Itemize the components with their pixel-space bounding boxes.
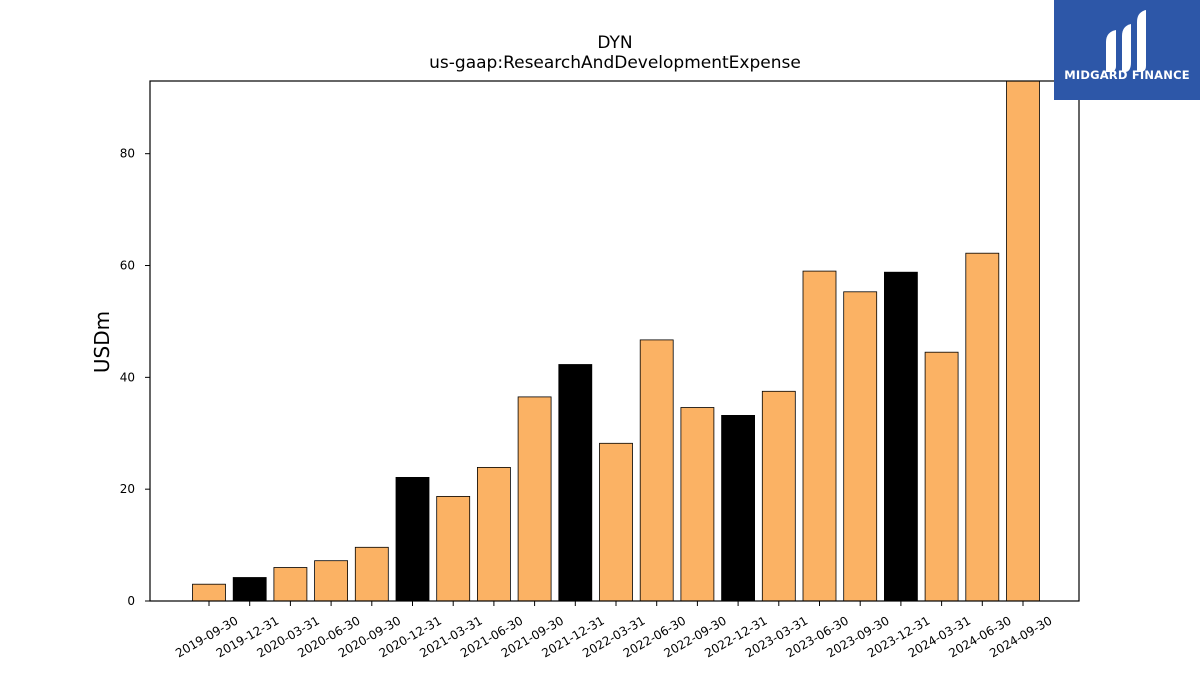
bar xyxy=(639,339,674,602)
bar xyxy=(476,466,511,602)
bar xyxy=(517,396,552,602)
midgard-finance-logo: MIDGARD FINANCE xyxy=(1054,0,1200,100)
bar xyxy=(1006,80,1040,602)
plot-frame xyxy=(149,80,1080,602)
bar xyxy=(436,495,471,602)
bar xyxy=(192,583,226,602)
bar xyxy=(273,567,308,602)
bar xyxy=(354,546,389,602)
bar xyxy=(680,407,715,602)
bar xyxy=(761,390,796,602)
y-tick-label: 0 xyxy=(127,594,135,608)
bar xyxy=(721,414,755,602)
y-tick-label: 60 xyxy=(120,259,135,273)
bar xyxy=(965,252,1000,602)
bar xyxy=(599,442,633,602)
chart-title: DYN xyxy=(597,33,632,53)
logo-text: MIDGARD FINANCE xyxy=(1064,68,1190,82)
bar xyxy=(314,560,349,602)
y-tick-label: 40 xyxy=(120,370,135,384)
logo-mark-icon xyxy=(1106,10,1146,72)
bar xyxy=(802,270,837,602)
y-tick-label: 80 xyxy=(120,147,135,161)
y-axis-label: USDm xyxy=(90,311,114,373)
bar xyxy=(924,351,959,602)
bar xyxy=(884,271,918,602)
y-tick-label: 20 xyxy=(120,482,135,496)
bar xyxy=(558,364,593,602)
bar xyxy=(232,577,267,602)
bar xyxy=(843,291,878,602)
chart-subtitle: us-gaap:ResearchAndDevelopmentExpense xyxy=(429,53,801,73)
bar xyxy=(395,476,430,602)
